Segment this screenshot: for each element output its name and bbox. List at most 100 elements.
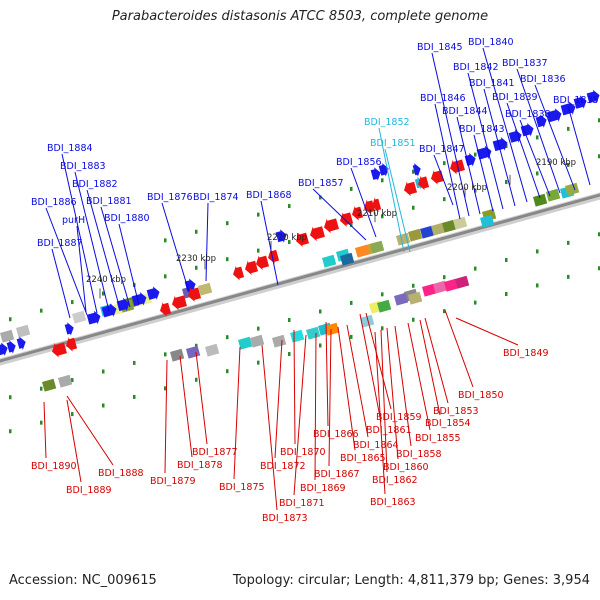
gene-label-bdi_1873[interactable]: BDI_1873 — [262, 513, 308, 524]
gene-label-bdi_1872[interactable]: BDI_1872 — [260, 461, 306, 472]
tick-mark — [226, 257, 229, 262]
gene-label-bdi_1857[interactable]: BDI_1857 — [298, 178, 344, 189]
reverse-gene-arrow[interactable] — [231, 265, 245, 282]
gene-label-bdi_1870[interactable]: BDI_1870 — [280, 447, 326, 458]
forward-gene-arrow[interactable] — [492, 136, 509, 153]
reverse-gene-arrow[interactable] — [158, 301, 172, 318]
forward-gene-arrow[interactable] — [508, 128, 523, 145]
gene-label-bdi_1889[interactable]: BDI_1889 — [66, 485, 112, 496]
forward-gene-arrow[interactable] — [86, 309, 102, 326]
gene-label-bdi_1853[interactable]: BDI_1853 — [433, 406, 479, 417]
reverse-gene-arrow[interactable] — [416, 174, 430, 191]
forward-gene-arrow[interactable] — [275, 228, 288, 244]
forward-gene-arrow[interactable] — [184, 277, 197, 293]
gene-label-bdi_1847[interactable]: BDI_1847 — [419, 144, 465, 155]
reverse-gene-arrow[interactable] — [322, 216, 339, 234]
forward-gene-arrow[interactable] — [378, 162, 390, 178]
forward-gene-arrow[interactable] — [6, 339, 17, 355]
forward-gene-arrow[interactable] — [16, 335, 27, 351]
gene-label-bdi_1867[interactable]: BDI_1867 — [314, 469, 360, 480]
gene-label-bdi_1868[interactable]: BDI_1868 — [246, 190, 292, 201]
gene-label-bdi_1890[interactable]: BDI_1890 — [31, 461, 77, 472]
gene-label-bdi_1837[interactable]: BDI_1837 — [502, 58, 548, 69]
tick-mark — [102, 403, 105, 408]
gene-label-bdi_1850[interactable]: BDI_1850 — [458, 390, 504, 401]
gene-label-bdi_1861[interactable]: BDI_1861 — [366, 425, 412, 436]
gene-label-bdi_1856[interactable]: BDI_1856 — [336, 157, 382, 168]
reverse-gene-arrow[interactable] — [243, 259, 259, 277]
gene-label-bdi_1835[interactable]: BDI_1835 — [553, 95, 599, 106]
gene-label-bdi_1876[interactable]: BDI_1876 — [147, 192, 193, 203]
gene-label-bdi_1858[interactable]: BDI_1858 — [396, 449, 442, 460]
forward-gene-arrow[interactable] — [535, 113, 548, 129]
forward-gene-arrow[interactable] — [64, 321, 75, 337]
reverse-gene-arrow[interactable] — [402, 180, 418, 198]
reverse-gene-arrow[interactable] — [350, 205, 364, 222]
forward-gene-arrow[interactable] — [0, 341, 10, 357]
reverse-gene-arrow[interactable] — [370, 197, 382, 214]
gene-label-bdi_1887[interactable]: BDI_1887 — [37, 238, 83, 249]
forward-gene-arrow[interactable] — [586, 88, 600, 105]
forward-gene-arrow[interactable] — [573, 94, 588, 111]
forward-gene-arrow[interactable] — [546, 107, 563, 124]
gene-label-bdi_1862[interactable]: BDI_1862 — [372, 475, 418, 486]
gene-label-bdi_1866[interactable]: BDI_1866 — [313, 429, 359, 440]
gene-label-bdi_1840[interactable]: BDI_1840 — [468, 37, 514, 48]
gene-label-bdi_1849[interactable]: BDI_1849 — [503, 348, 549, 359]
gene-label-bdi_1865[interactable]: BDI_1865 — [340, 453, 386, 464]
reverse-gene-arrow[interactable] — [50, 341, 67, 359]
gene-label-bdi_1888[interactable]: BDI_1888 — [98, 468, 144, 479]
gene-label-bdi_1880[interactable]: BDI_1880 — [104, 213, 150, 224]
gene-label-bdi_1860[interactable]: BDI_1860 — [383, 462, 429, 473]
gene-label-bdi_1882[interactable]: BDI_1882 — [72, 179, 118, 190]
gene-label-bdi_1877[interactable]: BDI_1877 — [192, 447, 238, 458]
reverse-gene-arrow[interactable] — [308, 224, 325, 242]
gene-label-bdi_1843[interactable]: BDI_1843 — [459, 124, 505, 135]
gene-label-bdi_1878[interactable]: BDI_1878 — [177, 460, 223, 471]
gene-label-bdi_1846[interactable]: BDI_1846 — [420, 93, 466, 104]
reverse-gene-arrow[interactable] — [186, 286, 202, 304]
gene-label-bdi_1881[interactable]: BDI_1881 — [86, 196, 132, 207]
gene-label-bdi_1863[interactable]: BDI_1863 — [370, 497, 416, 508]
gene-label-bdi_1844[interactable]: BDI_1844 — [442, 106, 488, 117]
gene-arrows[interactable] — [0, 88, 600, 358]
gene-label-bdi_1842[interactable]: BDI_1842 — [453, 62, 499, 73]
gene-label-purh[interactable]: purH — [62, 215, 85, 226]
gene-label-bdi_1886[interactable]: BDI_1886 — [31, 197, 77, 208]
gene-label-bdi_1871[interactable]: BDI_1871 — [279, 498, 325, 509]
gene-label-bdi_1852[interactable]: BDI_1852 — [364, 117, 410, 128]
gene-label-bdi_1839[interactable]: BDI_1839 — [492, 92, 538, 103]
reverse-gene-arrow[interactable] — [294, 231, 310, 249]
gene-label-bdi_1874[interactable]: BDI_1874 — [193, 192, 239, 203]
gene-label-bdi_1838[interactable]: BDI_1838 — [505, 109, 551, 120]
gene-label-bdi_1884[interactable]: BDI_1884 — [47, 143, 93, 154]
reverse-gene-arrow[interactable] — [64, 336, 78, 353]
gene-label-bdi_1836[interactable]: BDI_1836 — [520, 74, 566, 85]
gene-label-bdi_1854[interactable]: BDI_1854 — [425, 418, 471, 429]
leader-line — [516, 68, 561, 194]
forward-gene-arrow[interactable] — [146, 285, 161, 302]
gene-label-bdi_1855[interactable]: BDI_1855 — [415, 433, 461, 444]
forward-gene-arrow[interactable] — [131, 291, 148, 308]
forward-gene-arrow[interactable] — [520, 122, 535, 139]
forward-gene-arrow[interactable] — [464, 152, 477, 168]
gene-label-bdi_1841[interactable]: BDI_1841 — [469, 78, 515, 89]
gene-label-bdi_1883[interactable]: BDI_1883 — [60, 161, 106, 172]
gene-label-bdi_1859[interactable]: BDI_1859 — [376, 412, 422, 423]
gene-labels[interactable]: BDI_1835 BDI_1836 BDI_1837 BDI_1838 BDI_1839… — [31, 37, 599, 524]
annotation-box — [238, 336, 253, 350]
reverse-gene-arrow[interactable] — [170, 293, 187, 311]
gene-label-bdi_1875[interactable]: BDI_1875 — [219, 482, 265, 493]
reverse-gene-arrow[interactable] — [338, 210, 354, 228]
gene-label-bdi_1879[interactable]: BDI_1879 — [150, 476, 196, 487]
forward-gene-arrow[interactable] — [412, 162, 422, 177]
gene-label-bdi_1845[interactable]: BDI_1845 — [417, 42, 463, 53]
gene-label-bdi_1851[interactable]: BDI_1851 — [370, 138, 416, 149]
gene-label-bdi_1864[interactable]: BDI_1864 — [353, 440, 399, 451]
gene-label-bdi_1869[interactable]: BDI_1869 — [300, 483, 346, 494]
reverse-gene-arrow[interactable] — [254, 254, 270, 272]
reverse-gene-arrow[interactable] — [266, 248, 280, 265]
forward-gene-arrow[interactable] — [370, 166, 382, 182]
forward-gene-arrow[interactable] — [560, 100, 577, 117]
